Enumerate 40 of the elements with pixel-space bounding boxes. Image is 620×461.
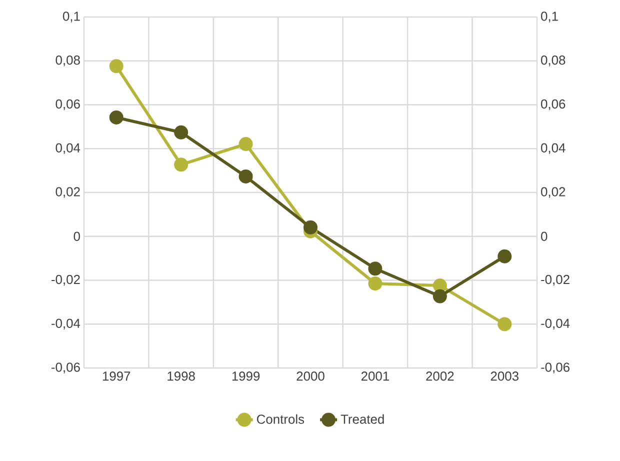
- y-tick-label: -0,06: [52, 362, 80, 374]
- y-tick-label: 0: [74, 232, 80, 241]
- x-tick-label: 2000: [296, 372, 324, 381]
- point: [432, 278, 447, 293]
- point: [368, 262, 382, 276]
- y-tick-label: 0,04: [56, 143, 80, 154]
- y2-tick-label: 0,08: [541, 56, 566, 66]
- legend-label: Controls: [256, 414, 304, 424]
- point: [174, 125, 188, 140]
- point: [498, 317, 512, 332]
- y2-tick-label: 0: [541, 232, 548, 241]
- y-tick-label: -0,02: [52, 274, 80, 286]
- y-tick-label: 0,1: [62, 12, 80, 22]
- y2-tick-label: -0,06: [541, 362, 570, 374]
- point: [238, 137, 253, 152]
- x-tick-label: 1999: [232, 372, 260, 381]
- y-tick-label: 0,08: [56, 56, 80, 66]
- y2-tick-label: -0,04: [541, 318, 570, 330]
- y-tick-label: 0,06: [56, 99, 80, 110]
- y-tick-label: -0,04: [52, 318, 80, 330]
- x-tick-label: 1998: [168, 372, 195, 381]
- x-tick-label: 1997: [102, 372, 130, 381]
- y2-tick-label: -0,02: [541, 274, 570, 286]
- point: [238, 169, 253, 184]
- point: [109, 59, 124, 74]
- y2-tick-label: 0,02: [541, 187, 566, 198]
- y-tick-label: 0,02: [56, 187, 80, 198]
- point: [498, 249, 512, 264]
- point: [304, 220, 318, 234]
- y2-tick-label: 0,1: [541, 12, 558, 22]
- y2-tick-label: 0,06: [541, 99, 566, 110]
- point: [109, 110, 124, 124]
- x-tick-label: 2002: [426, 372, 454, 381]
- x-tick-label: 2001: [361, 372, 389, 381]
- point: [368, 276, 382, 291]
- y2-tick-label: 0,04: [541, 143, 566, 154]
- legend-label: Treated: [340, 414, 384, 424]
- point: [174, 158, 188, 172]
- x-tick-label: 2003: [490, 372, 518, 381]
- point: [432, 289, 447, 304]
